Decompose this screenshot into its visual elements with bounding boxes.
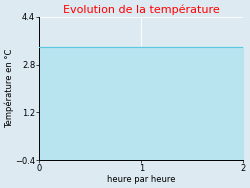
X-axis label: heure par heure: heure par heure [107, 175, 176, 184]
Title: Evolution de la température: Evolution de la température [63, 4, 220, 15]
Y-axis label: Température en °C: Température en °C [4, 49, 14, 128]
